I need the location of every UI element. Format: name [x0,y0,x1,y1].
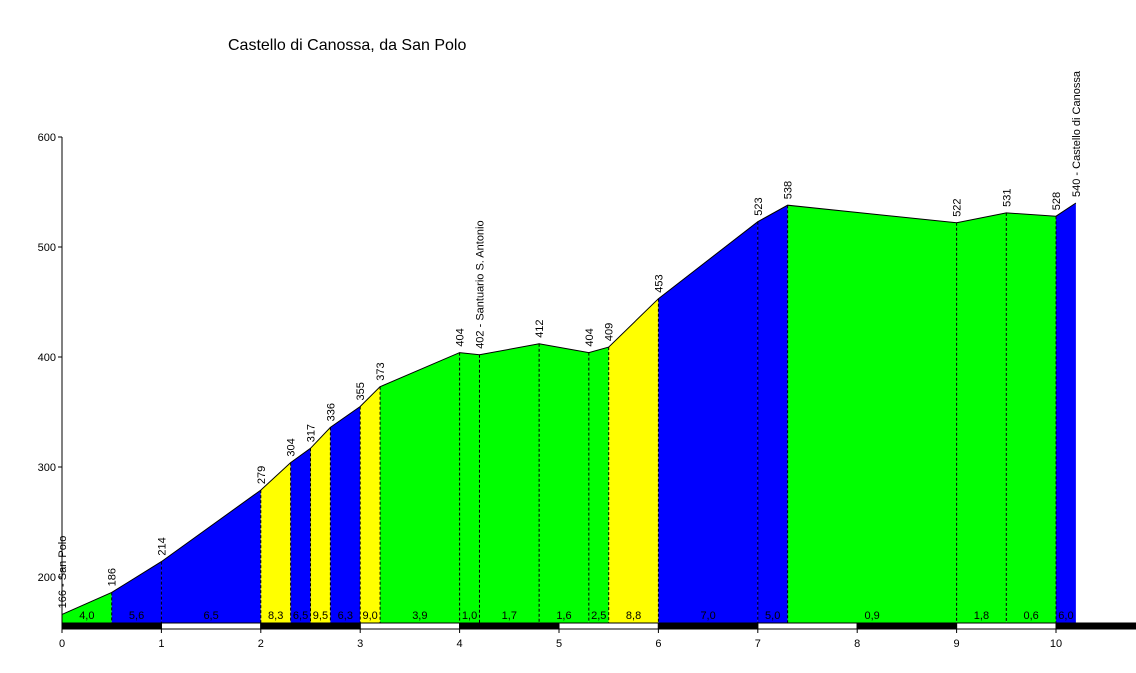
profile-segment [459,352,480,624]
grade-label: 1,0 [462,610,477,622]
altitude-label: 355 [355,382,367,400]
km-bar [260,622,361,630]
altitude-label: 540 - Castello di Canossa [1071,70,1083,197]
x-tick-label: 10 [1050,638,1062,650]
grade-label: 7,0 [700,610,715,622]
altitude-label: 166 - San Polo [57,536,69,609]
grade-label: 8,3 [268,610,283,622]
y-tick-label: 200 [38,572,56,584]
km-bar [61,622,162,630]
altitude-label: 304 [286,438,298,456]
altitude-label: 402 - Santuario S. Antonio [474,220,486,348]
x-tick-label: 3 [357,638,363,650]
x-tick-label: 5 [556,638,562,650]
km-bar [160,622,262,630]
profile-segment [757,205,788,624]
y-tick-label: 400 [38,352,56,364]
profile-segment [310,427,331,624]
km-bar [459,622,560,630]
altitude-labels: 166 - San Polo 186 214 279 304 317 336 355 373 40… [57,70,1083,608]
grade-label: 9,0 [362,610,377,622]
altitude-label: 538 [783,181,795,199]
grade-label: 1,8 [974,610,989,622]
profile-segment [787,205,957,624]
x-tick-label: 2 [258,638,264,650]
km-bar [1055,622,1136,630]
grade-label: 4,0 [79,610,94,622]
y-tick-label: 300 [38,462,56,474]
altitude-label: 523 [753,197,765,215]
altitude-label: 409 [604,323,616,341]
x-tick-label: 7 [755,638,761,650]
altitude-label: 373 [375,362,387,380]
km-bar [558,622,659,630]
altitude-label: 214 [156,537,168,555]
profile-segment [588,347,609,624]
altitude-label: 404 [584,328,596,346]
altitude-label: 453 [653,274,665,292]
x-tick-label: 9 [954,638,960,650]
grade-label: 0,6 [1024,610,1039,622]
altitude-label: 531 [1001,189,1013,207]
km-bar [757,622,858,630]
profile-segment [360,386,381,624]
profile-segment [1056,203,1076,624]
axes: 200 300 400 500 600 0 1 2 3 4 5 6 7 8 9 10 [38,132,1136,650]
grade-label: 3,9 [412,610,427,622]
x-tick-label: 8 [854,638,860,650]
grade-label: 6,5 [293,610,308,622]
y-tick-label: 600 [38,132,56,144]
profile-segment [956,212,1007,624]
altitude-label: 528 [1051,192,1063,210]
chart-title: Castello di Canossa, da San Polo [228,37,466,54]
grade-label: 8,8 [626,610,641,622]
profile-segment [161,490,261,624]
profile-segment [330,406,361,624]
grade-label: 2,5 [591,610,606,622]
km-bar [956,622,1057,630]
altitude-label: 186 [107,568,119,586]
grade-label: 1,6 [556,610,571,622]
grade-label: 0,9 [864,610,879,622]
profile-segment [380,352,460,624]
x-tick-label: 0 [59,638,65,650]
altitude-label: 336 [325,403,337,421]
x-tick-label: 6 [655,638,661,650]
grade-label: 9,5 [313,610,328,622]
profile-areas [61,202,1077,624]
grade-label: 5,0 [765,610,780,622]
km-bar [359,622,461,630]
grade-labels: 4,0 5,6 6,5 8,3 6,5 9,5 6,3 9,0 3,9 1,0 1,7 1,6 2,5 8… [79,610,1073,622]
km-bar [856,622,958,630]
grade-label: 6,3 [338,610,353,622]
profile-segment [62,592,112,624]
grade-label: 5,6 [129,610,144,622]
altitude-label: 412 [534,319,546,337]
profile-segment [111,561,162,624]
altitude-label: 317 [306,424,318,442]
altitude-label: 522 [952,198,964,216]
grade-label: 1,7 [502,610,517,622]
altitude-label: 279 [256,466,268,484]
x-tick-label: 1 [158,638,164,650]
profile-segment [608,298,659,624]
profile-segment [539,343,589,624]
y-tick-label: 500 [38,242,56,254]
profile-segment [290,448,311,624]
profile-segment [479,343,540,624]
x-tick-label: 4 [457,638,463,650]
profile-segment [1006,212,1056,624]
grade-label: 6,5 [203,610,218,622]
altitude-label: 404 [455,328,467,346]
grade-label: 6,0 [1058,610,1073,622]
profile-segment [260,462,291,624]
segment-dividers [111,205,1057,624]
profile-segment [658,221,758,624]
km-bar [657,622,759,630]
